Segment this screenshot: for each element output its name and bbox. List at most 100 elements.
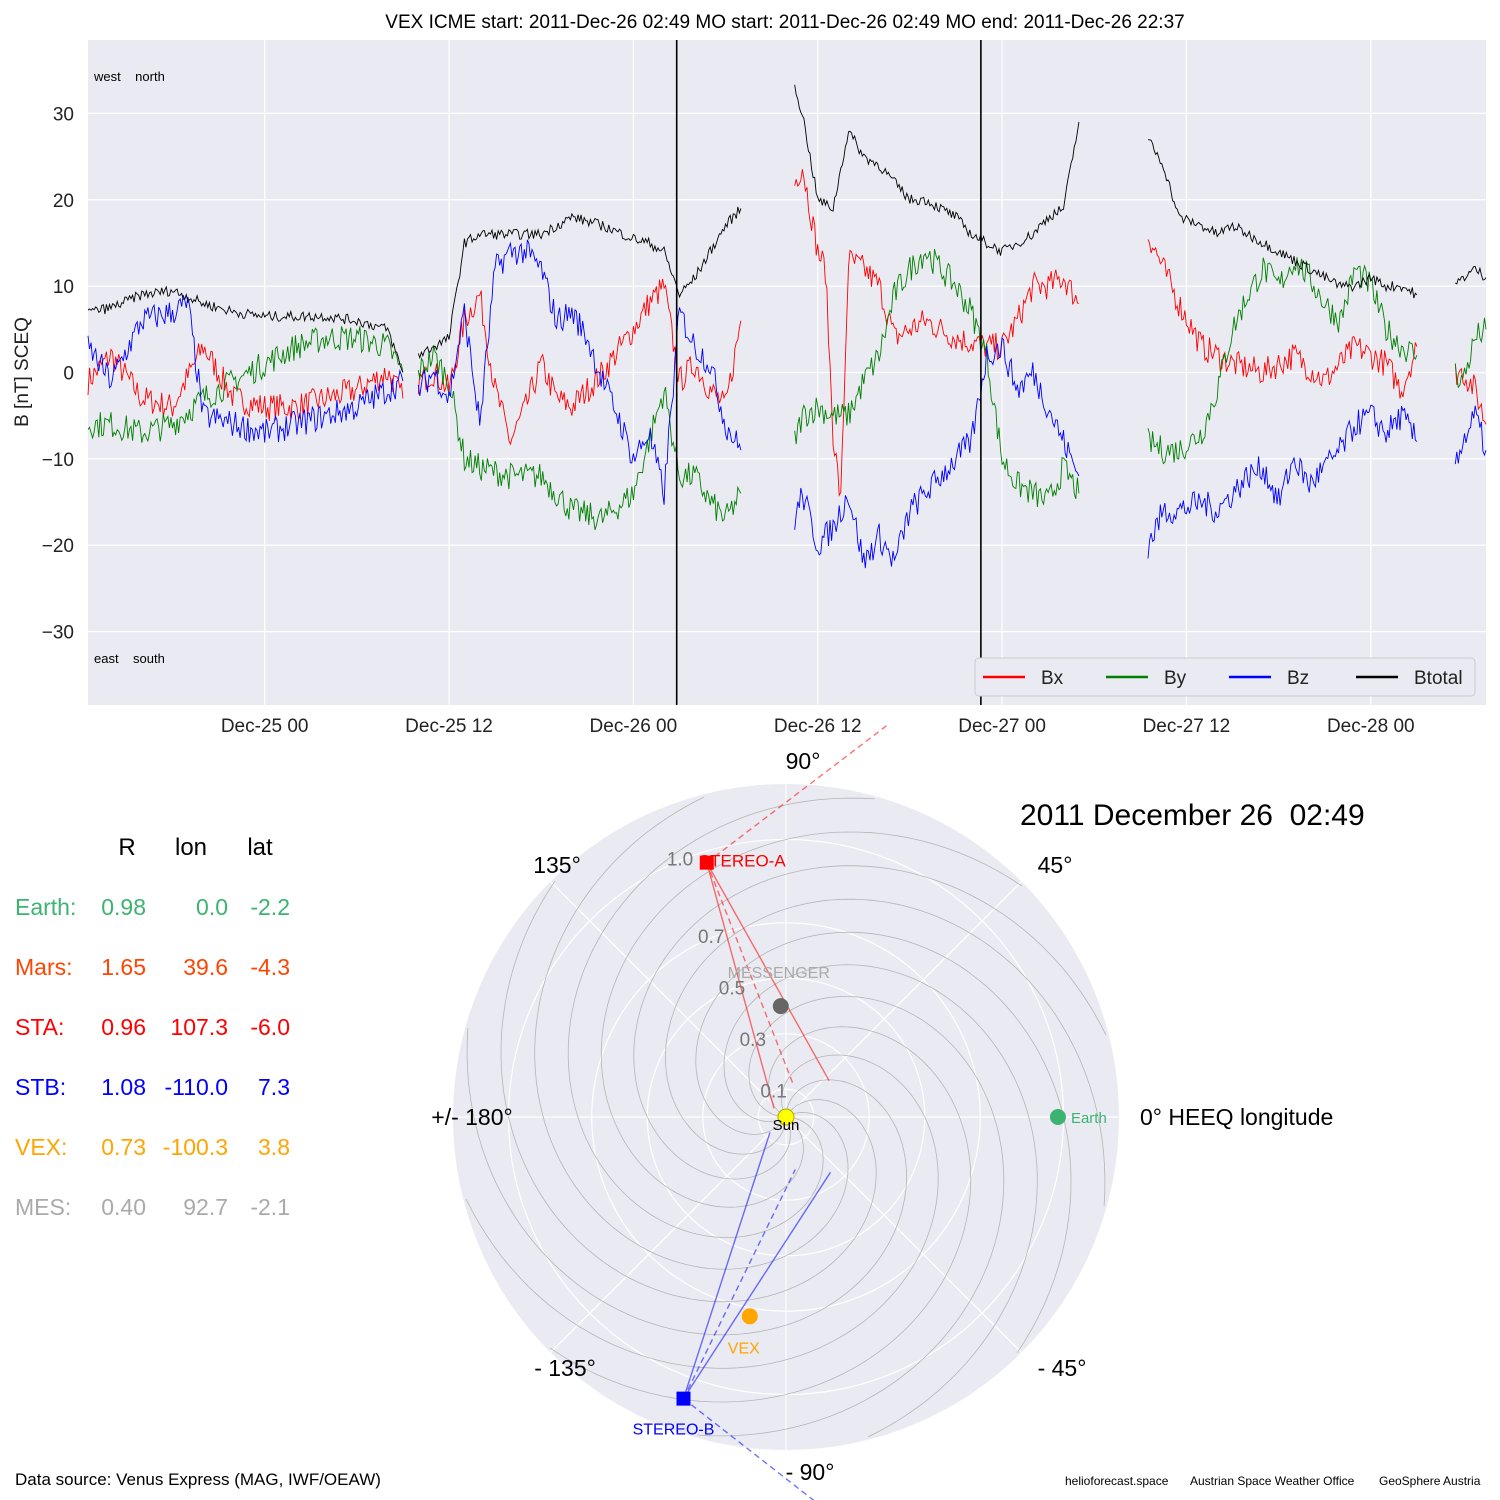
spiral-line [665, 898, 1106, 1206]
data-source: Data source: Venus Express (MAG, IWF/OEA… [15, 1470, 381, 1489]
body-marker-sun [777, 1108, 795, 1126]
series-bz [417, 239, 742, 505]
radial-tick-label: 0.7 [698, 927, 724, 948]
series-bz [1454, 405, 1487, 465]
event-lines [675, 40, 982, 705]
angle-labels: 0° HEEQ longitude 45° 90° 135° +/- 180° - 135… [431, 748, 1333, 1485]
series-bz [1147, 404, 1418, 559]
table-cell-lat: 7.3 [258, 1074, 290, 1100]
legend-label-bx: Bx [1041, 668, 1064, 689]
table-cell-lat: -2.1 [250, 1194, 290, 1220]
angle-label: 90° [786, 748, 821, 774]
chart-title: VEX ICME start: 2011-Dec-26 02:49 MO sta… [385, 12, 1184, 33]
body-label-stereo-a: STEREO-A [699, 852, 787, 871]
y-tick-label: 30 [53, 104, 74, 125]
table-cell-lon: 39.6 [183, 954, 228, 980]
table-cell-lon: 0.0 [196, 894, 228, 920]
fov-line [683, 1398, 815, 1500]
radial-tick-labels: 0.1 0.3 0.5 0.7 1.0 [667, 850, 787, 1103]
credit-asweo: Austrian Space Weather Office [1190, 1474, 1355, 1488]
body-label-sun: Sun [773, 1117, 800, 1134]
spiral-line [633, 865, 1107, 1180]
radial-tick-label: 0.1 [760, 1081, 786, 1102]
table-header-r: R [118, 834, 135, 861]
angular-grid-line [785, 1116, 1022, 1353]
body-marker-stereo-a [699, 855, 714, 870]
timeseries-series [87, 84, 1487, 569]
series-bx [87, 343, 404, 421]
angle-label: - 90° [786, 1459, 835, 1485]
y-tick-labels: −30 −20 −10 0 10 20 30 [42, 104, 74, 643]
angular-grid-line [550, 1116, 787, 1353]
angle-label: 45° [1038, 852, 1073, 878]
fov-lines [682, 722, 891, 1500]
x-tick-label: Dec-25 12 [405, 716, 493, 737]
x-tick-label: Dec-26 12 [774, 716, 862, 737]
angular-grid-line [550, 881, 787, 1118]
y-tick-label: 0 [63, 364, 74, 385]
credit-helioforecast: helioforecast.space [1065, 1474, 1169, 1488]
timeseries-grid [88, 40, 1486, 705]
fov-line [706, 862, 795, 1087]
series-bx [417, 278, 742, 446]
body-label-messenger: MESSENGER [728, 965, 830, 982]
y-tick-label: −10 [42, 450, 74, 471]
y-tick-label: 20 [53, 191, 74, 212]
y-tick-label: −30 [42, 623, 74, 644]
spiral-line [549, 1026, 972, 1403]
table-cell-name: MES: [15, 1194, 71, 1220]
y-axis-label: B [nT] SCEQ [12, 317, 33, 427]
corner-label-bottom: east south [94, 651, 165, 666]
series-btotal [1147, 139, 1418, 299]
y-tick-label: −20 [42, 536, 74, 557]
fov-line [706, 862, 775, 1109]
angle-label: 0° HEEQ longitude [1140, 1104, 1333, 1130]
table-cell-lat: -2.2 [250, 894, 290, 920]
angle-label: - 45° [1038, 1355, 1087, 1381]
table-cell-r: 1.65 [101, 954, 146, 980]
table-header-lon: lon [175, 834, 207, 861]
legend-box [974, 657, 1476, 697]
table-cell-name: STB: [15, 1074, 66, 1100]
series-by [417, 344, 742, 531]
spiral-line [567, 797, 875, 1238]
corner-label-top: west north [93, 69, 165, 84]
x-tick-label: Dec-25 00 [221, 716, 309, 737]
body-marker-messenger [772, 998, 789, 1015]
legend-label-bz: Bz [1287, 668, 1309, 689]
x-tick-labels: Dec-25 00 Dec-25 12 Dec-26 00 Dec-26 12 Dec-… [221, 716, 1415, 737]
radial-tick-label: 1.0 [667, 850, 693, 871]
bodies: Sun Earth STEREO-A STEREO-B VEX MESSENGER [633, 852, 1107, 1439]
table-cell-name: Mars: [15, 954, 73, 980]
x-tick-label: Dec-26 00 [590, 716, 678, 737]
table-cell-lat: 3.8 [258, 1134, 290, 1160]
polar-title: 2011 December 26 02:49 [1020, 799, 1365, 832]
series-btotal [87, 285, 404, 373]
table-cell-lon: -100.3 [163, 1134, 228, 1160]
body-marker-vex [741, 1308, 758, 1325]
spiral-line [695, 931, 1072, 1354]
parker-spirals [465, 796, 1107, 1438]
fov-line [682, 1171, 832, 1400]
spiral-line [500, 880, 877, 1303]
table-cell-r: 0.40 [101, 1194, 146, 1220]
table-cell-name: VEX: [15, 1134, 67, 1160]
legend-label-btotal: Btotal [1414, 668, 1463, 689]
table-cell-r: 0.98 [101, 894, 146, 920]
series-bx [1147, 239, 1418, 399]
radial-tick-label: 0.5 [719, 978, 745, 999]
body-marker-earth [1049, 1109, 1066, 1125]
table-cell-lon: -110.0 [164, 1074, 228, 1100]
polar-panel: 0.1 0.3 0.5 0.7 1.0 0° HEEQ longitude 45° 90° 1… [431, 722, 1365, 1500]
series-bx [794, 169, 1080, 497]
table-header-lat: lat [247, 834, 273, 861]
series-by [1454, 317, 1487, 389]
series-bz [794, 337, 1080, 569]
table-cell-r: 0.73 [101, 1134, 146, 1160]
table-cell-r: 1.08 [101, 1074, 146, 1100]
body-label-vex: VEX [728, 1340, 760, 1357]
spiral-line [534, 796, 849, 1270]
angle-label: +/- 180° [431, 1104, 512, 1130]
